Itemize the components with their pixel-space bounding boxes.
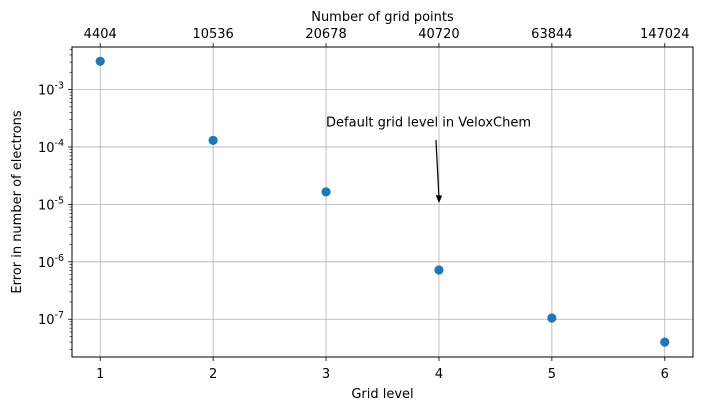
top-tick-label: 40720 — [418, 27, 459, 42]
x-tick-label: 5 — [548, 367, 556, 382]
annotation-arrowhead — [435, 195, 443, 204]
data-point — [321, 187, 331, 197]
annotation-arrow — [435, 139, 440, 198]
y-tick-exponent: -7 — [55, 310, 64, 321]
y-tick-label: 10-4 — [38, 138, 64, 156]
y-tick-label: 10-6 — [38, 253, 64, 271]
data-point — [208, 135, 218, 146]
x-tick-label: 2 — [209, 367, 217, 382]
data-point — [95, 56, 105, 66]
annotation: Default grid level in VeloxChem — [326, 116, 531, 204]
plot-frame — [71, 46, 694, 358]
y-tick-exponent: -3 — [55, 81, 64, 92]
y-tick-exponent: -5 — [55, 195, 64, 206]
annotation-label: Default grid level in VeloxChem — [326, 116, 531, 131]
top-tick-label: 4404 — [84, 27, 117, 42]
data-point — [660, 337, 670, 347]
x-tick-label: 1 — [96, 367, 104, 382]
grid-lines — [72, 47, 693, 357]
y-tick-exponent: -6 — [55, 253, 64, 264]
y-tick-label: 10-7 — [38, 310, 64, 328]
top-tick-label: 10536 — [192, 27, 233, 42]
x-tick-label: 6 — [661, 367, 669, 382]
x-tick-label: 3 — [322, 367, 330, 382]
y-tick-label: 10-5 — [38, 195, 64, 213]
top-axis-label: Number of grid points — [311, 10, 454, 25]
x-axis-label: Grid level — [351, 387, 413, 402]
data-points — [95, 56, 670, 347]
y-axis-label: Error in number of electrons — [10, 110, 25, 293]
top-tick-label: 63844 — [531, 27, 572, 42]
x-tick-label: 4 — [435, 367, 443, 382]
data-point — [547, 313, 557, 323]
y-tick-label: 10-3 — [38, 81, 64, 99]
axis-ticks: 1 4404 2 10536 3 20678 4 40720 5 63844 6 147024 10-3… — [38, 27, 690, 382]
data-point — [434, 265, 444, 275]
y-tick-exponent: -4 — [55, 138, 64, 149]
top-tick-label: 20678 — [305, 27, 346, 42]
top-tick-label: 147024 — [640, 27, 690, 42]
